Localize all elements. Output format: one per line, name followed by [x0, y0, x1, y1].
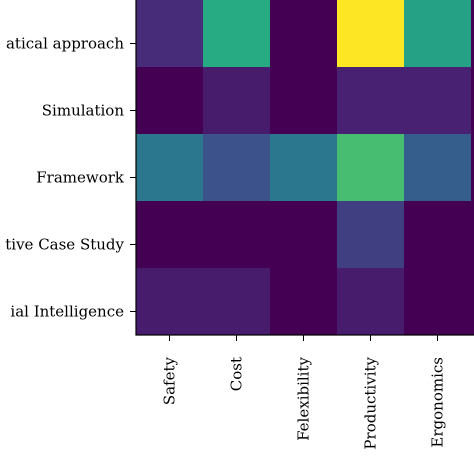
plot-frame — [135, 0, 474, 336]
heatmap-cell — [270, 268, 338, 336]
x-tick-label: Cost — [228, 357, 246, 391]
heatmap-cell — [404, 201, 472, 269]
heatmap-cell — [471, 201, 474, 269]
x-tick-label: Safety — [161, 356, 179, 405]
x-tick-label: Ergonomics — [429, 357, 447, 448]
heatmap-cell — [203, 134, 271, 202]
heatmap-cell — [404, 268, 472, 336]
heatmap-cell — [203, 201, 271, 269]
heatmap-cell — [270, 134, 338, 202]
heatmap-cell — [471, 268, 474, 336]
x-tick-label: Felexibility — [295, 356, 313, 440]
heatmap-cell — [471, 67, 474, 135]
heatmap-cell — [471, 0, 474, 68]
heatmap-cell — [337, 201, 405, 269]
heatmap-cell — [270, 0, 338, 68]
y-tick-label: ial Intelligence — [10, 303, 124, 321]
y-tick-label: atical approach — [6, 35, 124, 53]
heatmap-cell — [337, 67, 405, 135]
heatmap-cell — [136, 201, 204, 269]
y-tick-label: Framework — [36, 169, 125, 187]
heatmap-cell — [404, 134, 472, 202]
heatmap-cell — [203, 268, 271, 336]
x-tick-label: Productivity — [362, 356, 380, 449]
heatmap-cell — [270, 67, 338, 135]
y-tick-label: Simulation — [42, 102, 125, 120]
heatmap-cell — [270, 201, 338, 269]
x-axis: Safety Cost Felexibility Productivity Ergono… — [161, 335, 447, 450]
y-axis: atical approach Simulation Framework tive C… — [5, 35, 136, 321]
heatmap-cell — [136, 134, 204, 202]
heatmap-cell — [404, 67, 472, 135]
heatmap-cell — [337, 134, 405, 202]
heatmap-cell — [136, 0, 204, 68]
heatmap-cell — [136, 67, 204, 135]
heatmap-cell — [337, 0, 405, 68]
heatmap-cells — [136, 0, 474, 336]
heatmap-cell — [203, 0, 271, 68]
heatmap-cell — [136, 268, 204, 336]
heatmap-cell — [404, 0, 472, 68]
y-tick-label: tive Case Study — [5, 236, 124, 254]
heatmap-cell — [203, 67, 271, 135]
heatmap-cell — [337, 268, 405, 336]
heatmap-cell — [471, 134, 474, 202]
